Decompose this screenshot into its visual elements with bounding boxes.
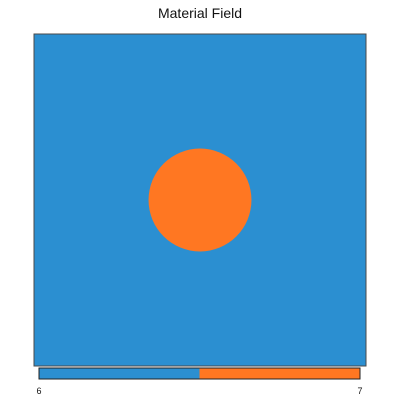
colorbar-frame bbox=[38, 367, 361, 380]
chart-title: Material Field bbox=[157, 5, 243, 21]
colorbar bbox=[38, 367, 361, 380]
inclusion-material-region bbox=[148, 148, 252, 252]
field-plot bbox=[33, 33, 367, 367]
colorbar-tick-min: 6 bbox=[36, 386, 42, 396]
colorbar-tick-max: 7 bbox=[357, 386, 363, 396]
colorbar-segment bbox=[199, 368, 360, 379]
colorbar-segment bbox=[39, 368, 200, 379]
